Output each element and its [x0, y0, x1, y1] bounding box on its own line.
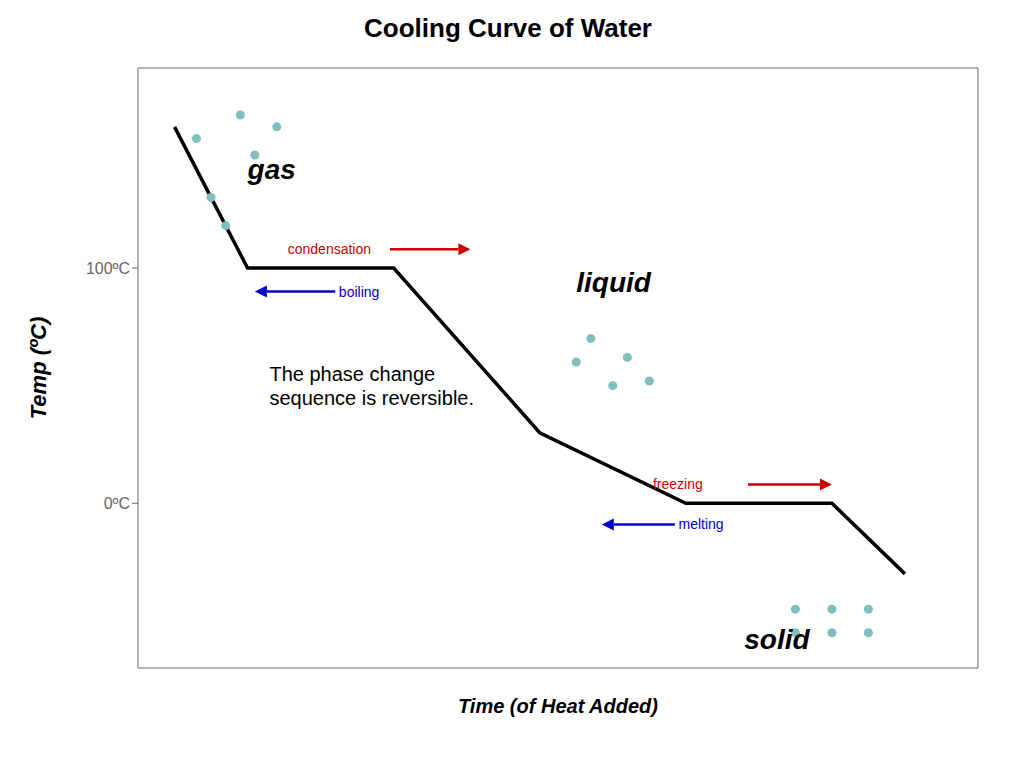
svg-text:boiling: boiling: [339, 284, 379, 300]
svg-text:100ºC: 100ºC: [86, 260, 130, 277]
svg-text:solid: solid: [744, 624, 810, 655]
html-text:Cooling Curve of Water: Cooling Curve of Water: [364, 13, 652, 43]
svg-text:The phase changesequence is re: The phase changesequence is reversible.: [269, 363, 474, 409]
svg-text:0ºC: 0ºC: [104, 495, 130, 512]
svg-text:gas: gas: [247, 154, 296, 185]
svg-text:melting: melting: [679, 516, 724, 532]
svg-text:Temp (ºC): Temp (ºC): [26, 317, 51, 420]
svg-text:liquid: liquid: [576, 267, 652, 298]
svg-text:condensation: condensation: [288, 241, 371, 257]
svg-text:Time (of Heat Added): Time (of Heat Added): [458, 695, 658, 717]
svg-text:freezing: freezing: [653, 476, 703, 492]
